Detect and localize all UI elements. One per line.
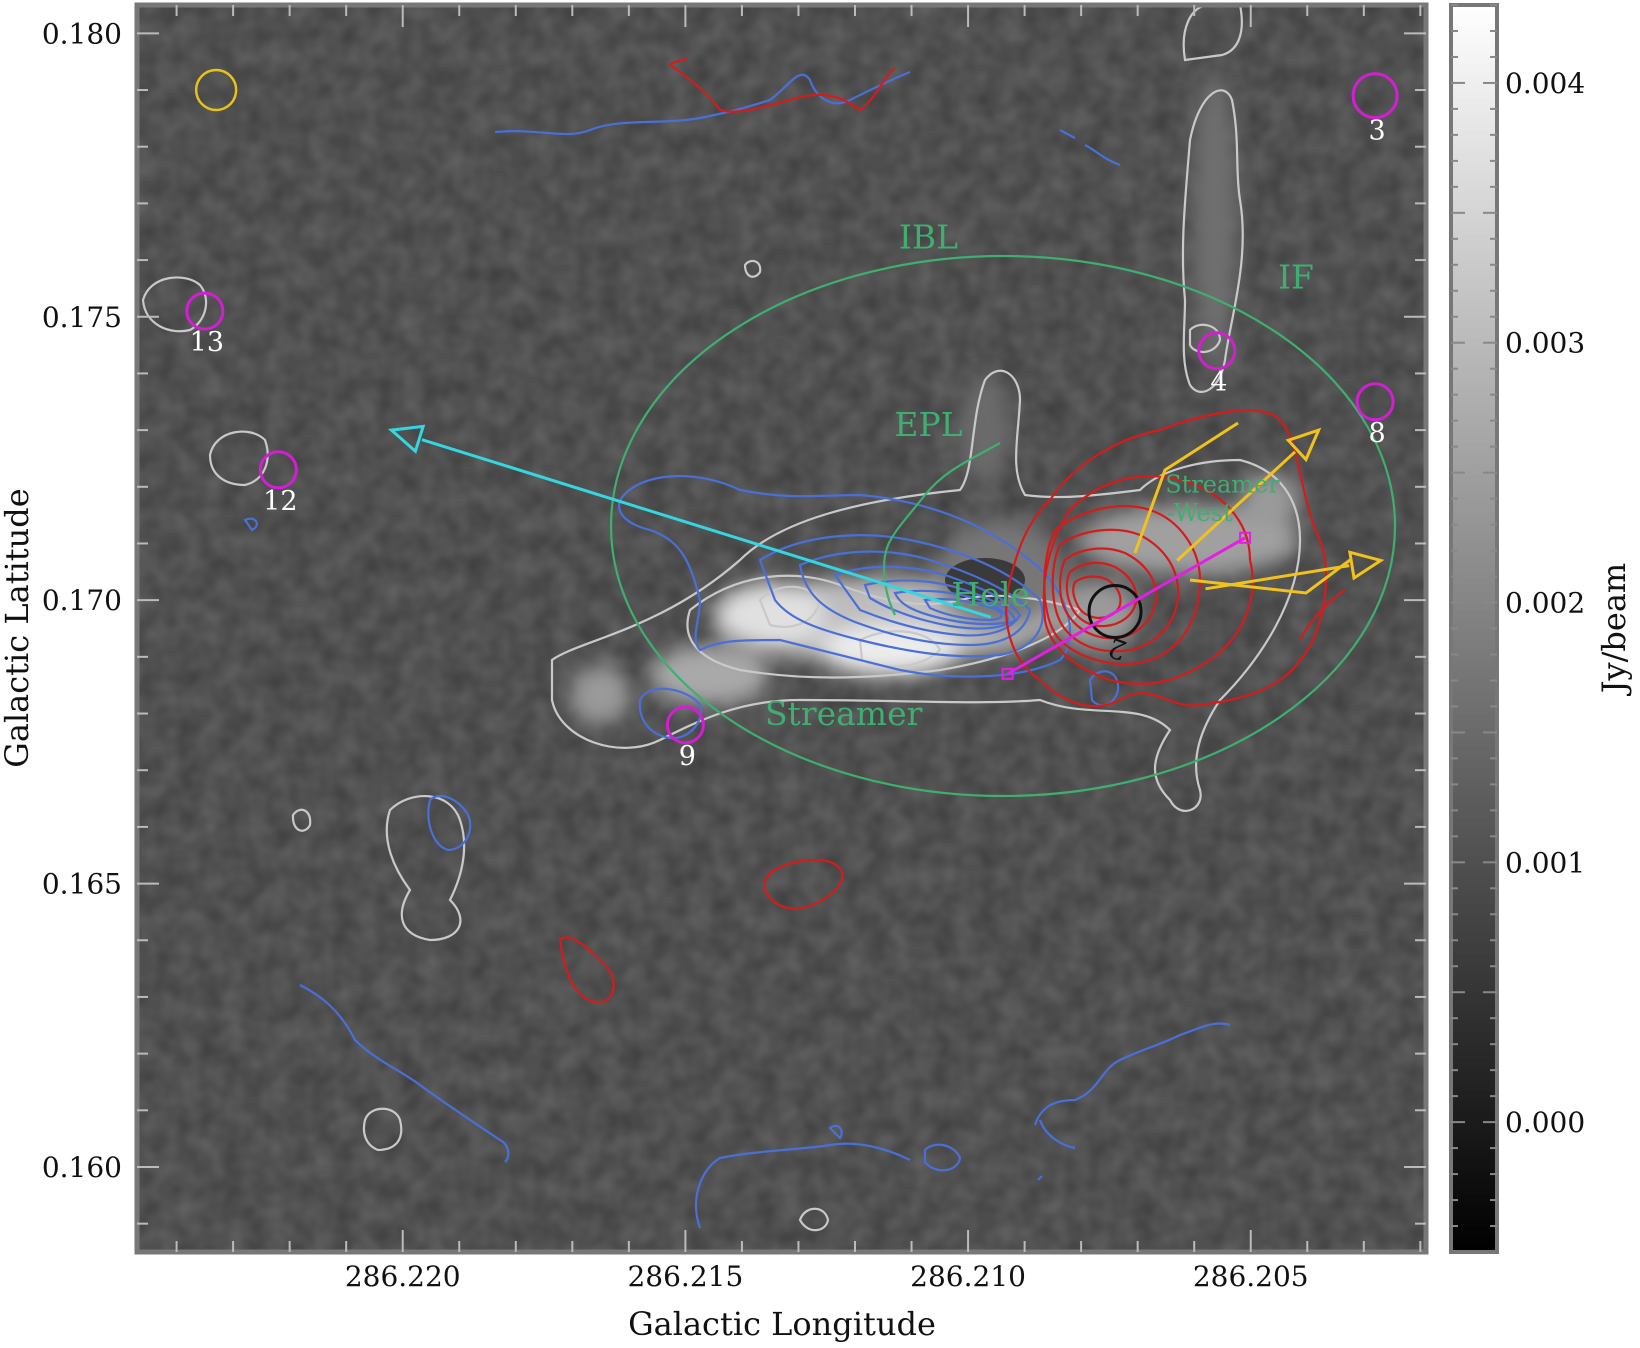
pv-cut-line — [1006, 536, 1246, 676]
region-label: -West — [1167, 499, 1233, 527]
beam-marker — [194, 68, 238, 112]
colorbar-tick-label: 0.001 — [1505, 846, 1585, 879]
x-tick-label: 286.220 — [345, 1260, 461, 1293]
outflow-axis-cyan-shaft — [421, 438, 992, 619]
outflow-yellow-south-bend — [1189, 558, 1351, 595]
redshifted-contours — [558, 57, 1346, 1004]
colorbar-tick-label: 0.004 — [1505, 67, 1585, 100]
source-label: 9 — [679, 741, 696, 772]
epl-line — [882, 442, 1001, 616]
source-circle — [258, 450, 298, 490]
y-tick-label: 0.180 — [42, 17, 122, 50]
source-label: 8 — [1369, 418, 1386, 449]
region-label: Streamer — [1165, 470, 1280, 498]
y-tick-label: 0.175 — [42, 301, 122, 334]
source-label: 3 — [1369, 116, 1386, 147]
source-circle — [1197, 331, 1237, 371]
x-axis-ticks: 286.220 286.215 286.210 286.205 — [175, 5, 1422, 1293]
source-label: 13 — [190, 327, 224, 358]
beam-circle — [194, 68, 238, 112]
region-label: EPL — [894, 405, 962, 444]
outflow-axis-cyan-head — [387, 424, 426, 454]
continuum-contours — [141, 5, 1302, 1232]
outflow-yellow-north-bend — [1133, 421, 1239, 554]
colorbar-tick-label: 0.003 — [1505, 327, 1585, 360]
source-circle — [1351, 72, 1399, 120]
arrows — [387, 421, 1385, 680]
y-axis-label: Galactic Latitude — [0, 488, 36, 767]
outflow-yellow-north-shaft — [1176, 450, 1297, 562]
outflow-yellow-north-head — [1285, 427, 1322, 463]
source-label: 4 — [1210, 367, 1227, 398]
region-label: IF — [1278, 257, 1314, 296]
region-label: Hole — [951, 575, 1030, 614]
x-tick-label: 286.210 — [910, 1260, 1026, 1293]
x-axis-label: Galactic Longitude — [628, 1305, 936, 1343]
x-tick-label: 286.205 — [1193, 1260, 1309, 1293]
colorbar: 0.004 0.003 0.002 0.001 0.000 — [1449, 3, 1585, 1254]
blueshifted-contours — [243, 70, 1231, 1229]
y-axis-ticks: 0.180 0.175 0.170 0.165 0.160 — [42, 17, 1426, 1225]
y-tick-label: 0.160 — [42, 1151, 122, 1184]
plot-frame — [134, 2, 1429, 1255]
source-circle — [1087, 583, 1143, 639]
colorbar-label: Jy/beam — [1595, 563, 1633, 697]
region-label: IBL — [899, 218, 958, 257]
colorbar-tick-label: 0.002 — [1505, 587, 1585, 620]
source-circle — [1355, 382, 1395, 422]
source-circle — [185, 291, 225, 331]
y-tick-label: 0.165 — [42, 868, 122, 901]
y-tick-label: 0.170 — [42, 584, 122, 617]
colorbar-tick-label: 0.000 — [1505, 1106, 1585, 1139]
region-label: Streamer — [765, 694, 923, 733]
x-tick-label: 286.215 — [627, 1260, 743, 1293]
ibl-ellipse — [609, 254, 1397, 798]
outflow-yellow-south-head — [1347, 550, 1385, 581]
colorbar-ticks: 0.004 0.003 0.002 0.001 0.000 — [1451, 4, 1585, 1228]
source-circle — [665, 705, 705, 745]
pv-cut-endpoint — [1239, 531, 1252, 544]
source-label: 12 — [263, 486, 297, 517]
pv-cut-endpoint — [1001, 667, 1014, 680]
